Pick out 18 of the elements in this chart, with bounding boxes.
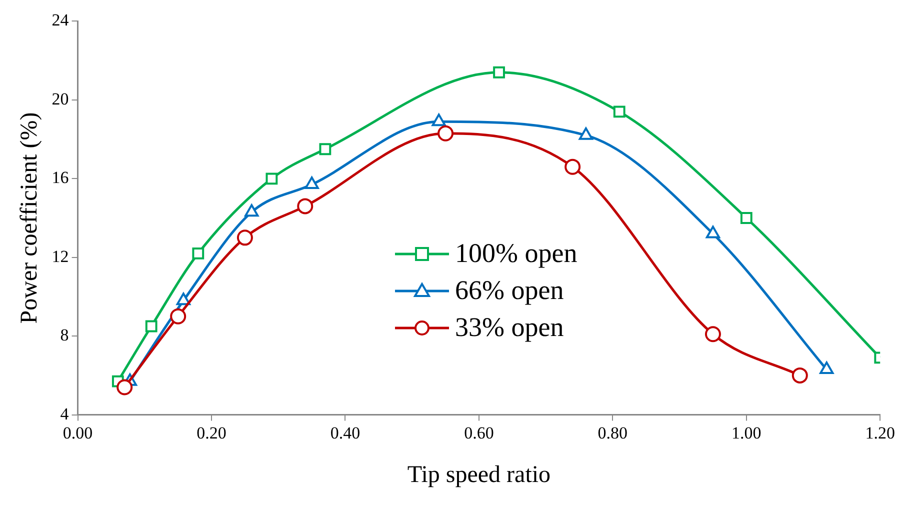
x-tick-label: 0.60 — [464, 423, 494, 442]
legend-label: 33% open — [455, 312, 564, 343]
x-axis-title: Tip speed ratio — [407, 462, 551, 488]
y-tick-label: 12 — [52, 246, 69, 266]
y-tick-label: 4 — [60, 404, 70, 424]
y-axis-title: Power coefficient (%) — [16, 112, 43, 324]
x-tick-label: 1.00 — [732, 423, 762, 442]
x-tick-label: 0.80 — [598, 423, 628, 442]
y-tick-label: 24 — [52, 10, 70, 30]
x-tick-label: 0.00 — [62, 423, 93, 442]
x-tick-label: 1.20 — [865, 423, 895, 442]
y-tick-label: 20 — [52, 89, 69, 108]
y-tick-label: 8 — [60, 326, 69, 345]
y-tick-label: 16 — [52, 168, 69, 188]
x-tick-label: 0.20 — [196, 423, 226, 442]
x-tick-label: 0.40 — [330, 423, 360, 442]
legend-label: 66% open — [455, 275, 564, 306]
legend-label: 100% open — [455, 238, 578, 269]
